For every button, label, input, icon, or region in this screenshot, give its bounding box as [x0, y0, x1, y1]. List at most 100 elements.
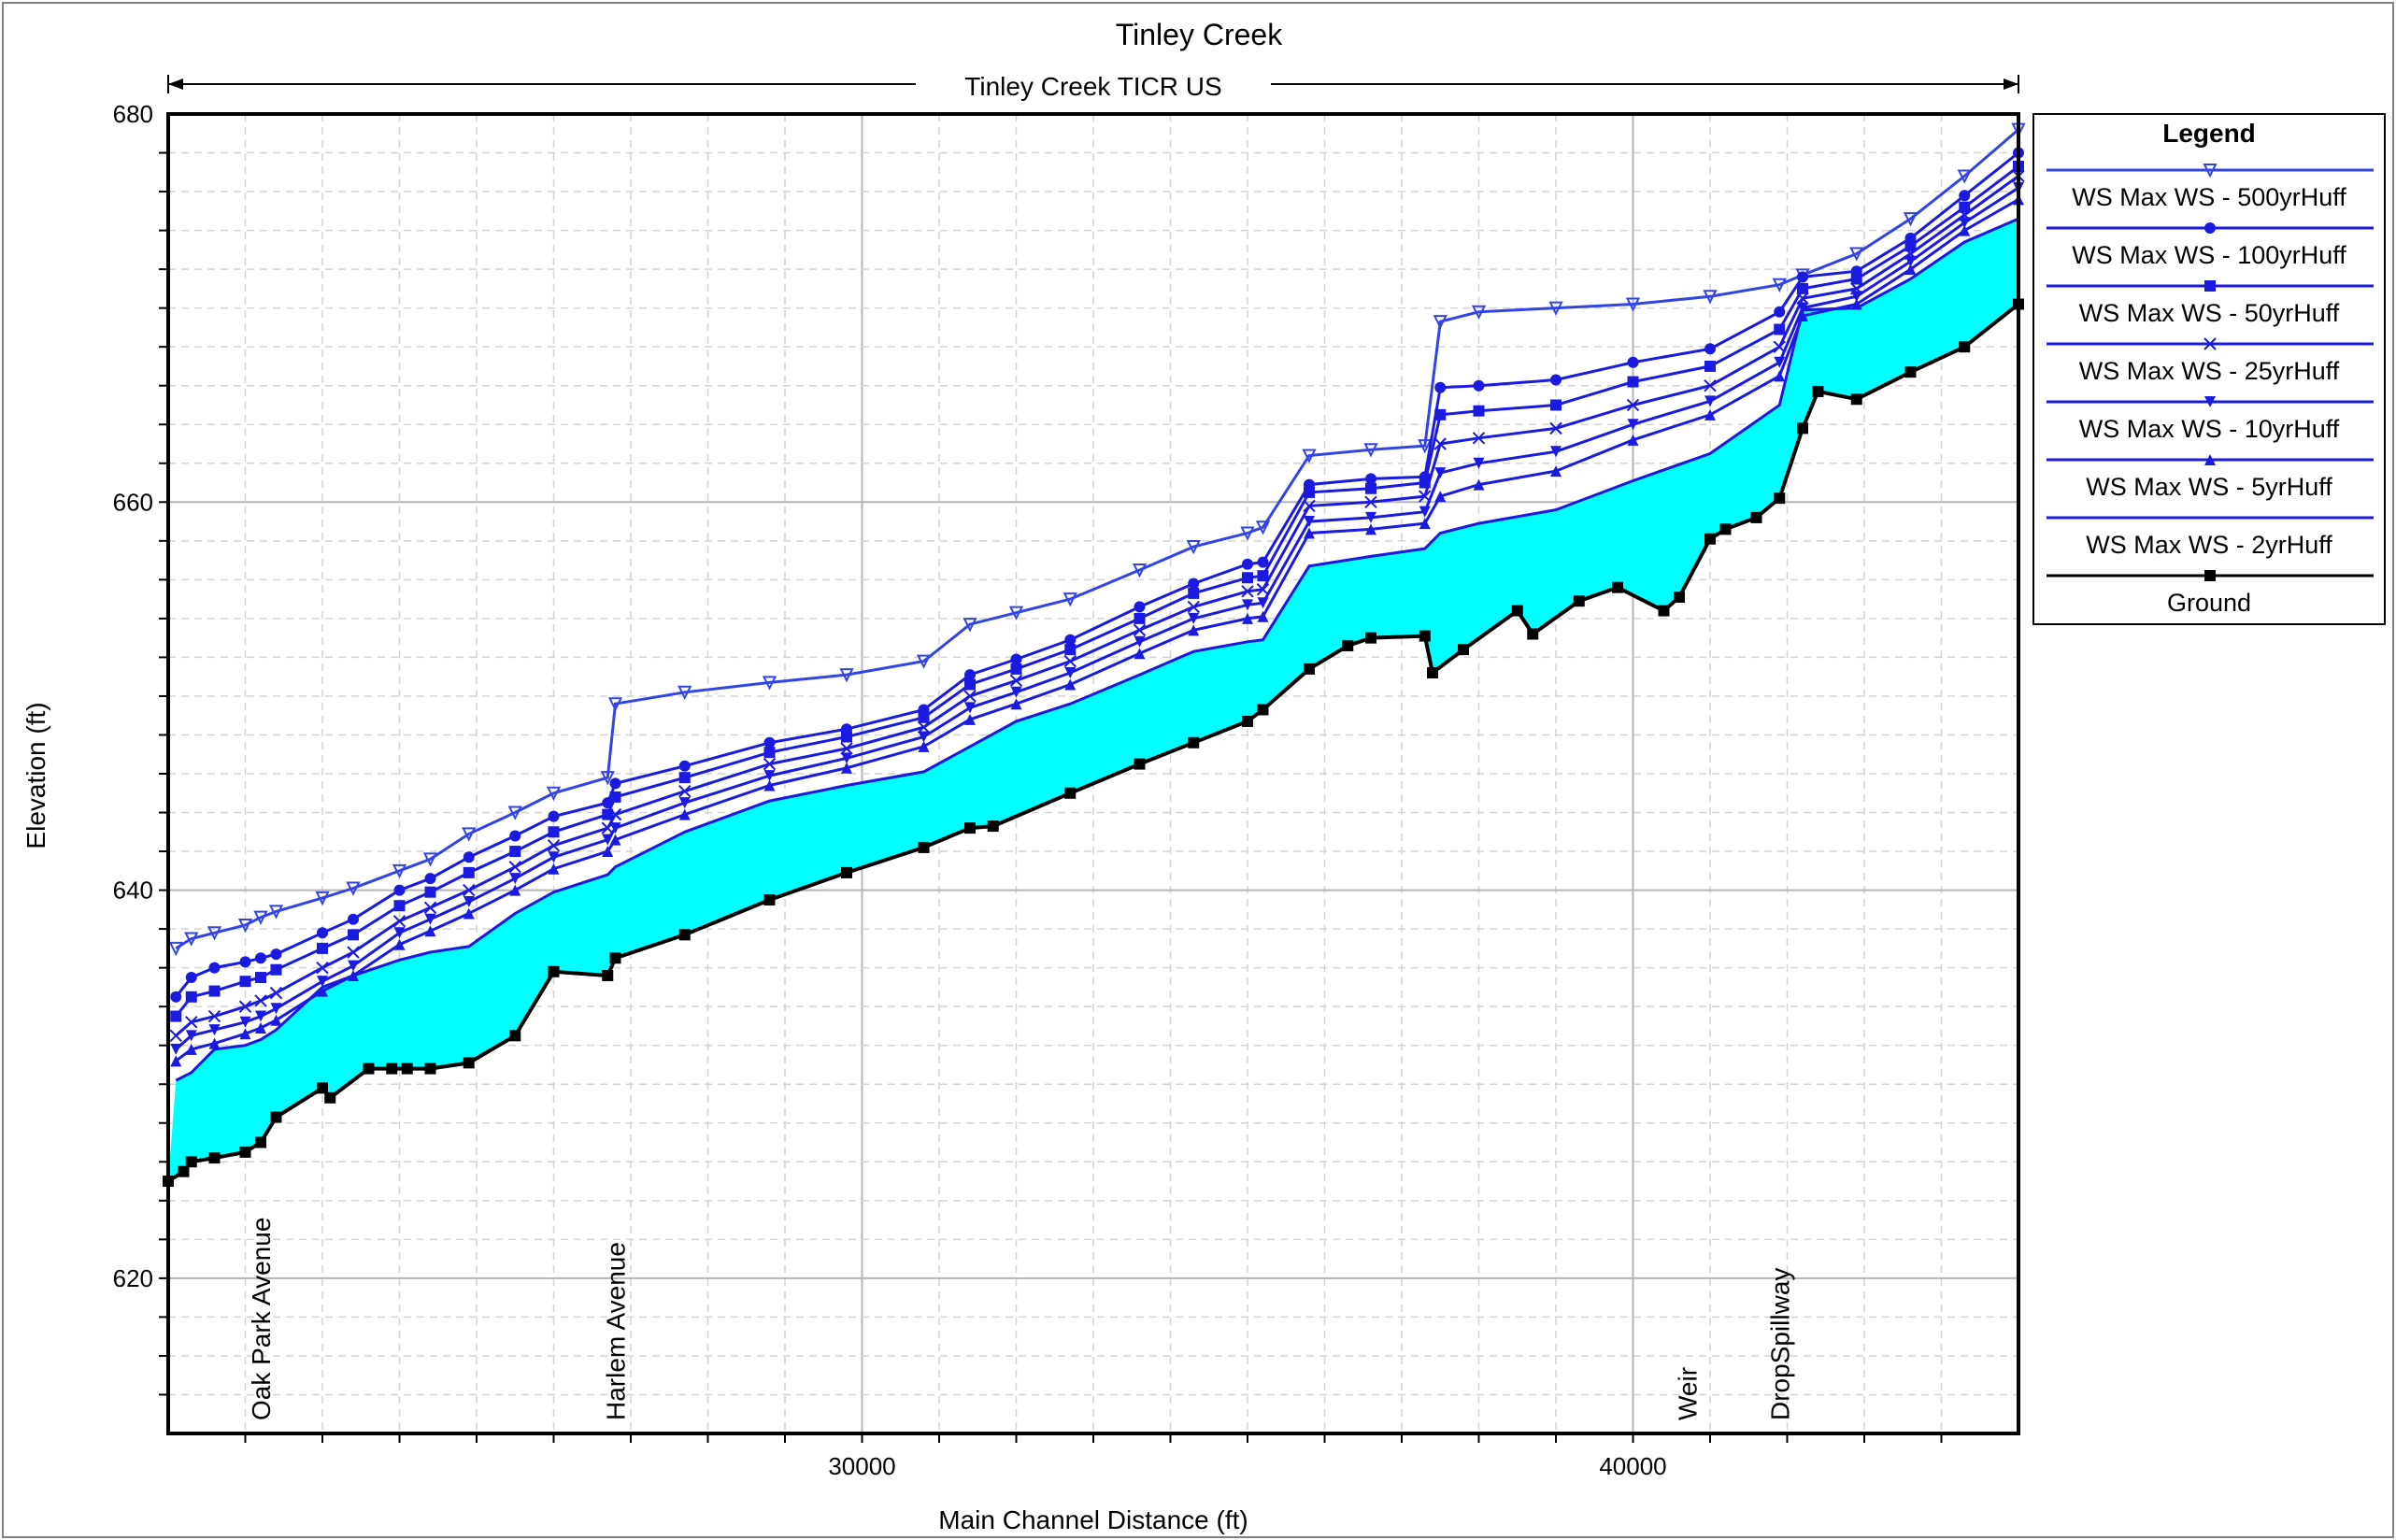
point-marker: [1550, 399, 1562, 411]
point-marker: [508, 860, 521, 874]
point-marker: [839, 668, 854, 683]
point-marker: [317, 927, 328, 939]
point-marker: [1774, 356, 1786, 368]
point-marker: [1188, 624, 1200, 636]
point-marker: [208, 962, 221, 974]
point-marker: [1304, 516, 1315, 528]
point-marker: [918, 711, 930, 723]
point-marker: [1704, 533, 1716, 545]
point-marker: [509, 830, 521, 842]
water-area: [168, 219, 2018, 1182]
point-marker: [678, 760, 691, 772]
point-marker: [1850, 393, 1862, 406]
point-marker: [168, 941, 183, 957]
point-marker: [509, 1030, 521, 1042]
point-marker: [678, 929, 691, 941]
point-marker: [185, 1030, 197, 1042]
point-marker: [315, 891, 330, 906]
point-marker: [1365, 511, 1376, 523]
series-ws-max-ws-25yrhuff: [169, 169, 2025, 1043]
point-marker: [1625, 297, 1641, 312]
point-marker: [609, 791, 621, 803]
point-marker: [270, 948, 282, 961]
point-marker: [1548, 301, 1563, 316]
point-marker: [1010, 686, 1022, 698]
point-marker: [918, 841, 930, 853]
y-tick-label: 660: [113, 488, 153, 516]
point-marker: [1796, 292, 1809, 305]
point-marker: [463, 883, 476, 897]
point-marker: [270, 963, 282, 976]
point-marker: [1472, 432, 1486, 445]
point-marker: [2204, 222, 2216, 234]
series-line: [175, 186, 2019, 1051]
point-marker: [1364, 495, 1377, 509]
structure-label: DropSpillway: [1765, 1268, 1794, 1420]
axis-ticks: 30000 40000 620 640 660 680: [113, 100, 1943, 1480]
point-marker: [463, 866, 475, 878]
point-marker: [1186, 540, 1201, 555]
legend-label: WS Max WS - 50yrHuff: [2079, 299, 2340, 327]
legend-entries: WS Max WS - 500yrHuff WS Max WS - 100yrHu…: [2047, 164, 2374, 617]
point-marker: [184, 932, 199, 947]
point-marker: [1704, 343, 1716, 355]
point-marker: [1064, 787, 1077, 799]
point-marker: [678, 772, 691, 784]
point-marker: [393, 884, 406, 896]
series-line: [175, 164, 2019, 1018]
point-marker: [346, 881, 361, 896]
point-marker: [208, 1037, 221, 1049]
structure-label: Oak Park Avenue: [247, 1218, 276, 1420]
point-marker: [1904, 264, 1917, 276]
point-marker: [1458, 644, 1469, 656]
point-marker: [1134, 635, 1146, 648]
point-marker: [255, 1136, 266, 1148]
point-marker: [208, 1152, 221, 1164]
point-marker: [763, 893, 776, 905]
point-marker: [1242, 599, 1253, 611]
point-marker: [1904, 255, 1917, 267]
point-marker: [348, 960, 359, 972]
point-marker: [763, 747, 776, 759]
point-marker: [602, 808, 614, 820]
structure-label: Weir: [1673, 1367, 1702, 1420]
point-marker: [548, 826, 560, 838]
point-marker: [178, 1165, 190, 1177]
point-marker: [1434, 381, 1447, 393]
point-marker: [1304, 486, 1315, 498]
point-marker: [170, 991, 182, 1003]
point-marker: [1064, 644, 1077, 656]
point-marker: [841, 866, 852, 878]
series-ws-max-ws-2yrhuff: [175, 217, 2019, 1082]
point-marker: [1365, 473, 1376, 485]
point-marker: [1904, 240, 1917, 252]
point-marker: [2204, 570, 2216, 581]
legend-title: Legend: [2162, 119, 2256, 148]
point-marker: [1188, 612, 1200, 624]
point-marker: [317, 1082, 328, 1094]
point-marker: [185, 1043, 197, 1055]
point-marker: [348, 913, 359, 925]
point-marker: [1188, 736, 1200, 749]
point-marker: [1959, 190, 1971, 202]
point-marker: [763, 770, 776, 782]
point-marker: [1257, 704, 1269, 716]
point-marker: [1550, 446, 1562, 458]
point-marker: [208, 1024, 221, 1036]
point-marker: [1704, 408, 1716, 421]
series-ws-max-ws-10yrhuff: [170, 181, 2024, 1055]
legend-box: [2032, 113, 2386, 625]
point-marker: [608, 807, 622, 821]
point-marker: [964, 822, 976, 834]
point-marker: [239, 1146, 251, 1158]
point-marker: [1419, 518, 1431, 530]
point-marker: [1365, 523, 1376, 535]
point-marker: [1257, 570, 1269, 582]
point-marker: [1959, 201, 1971, 213]
point-marker: [1959, 224, 1971, 236]
point-marker: [348, 929, 359, 941]
point-marker: [1304, 527, 1315, 539]
point-marker: [463, 896, 475, 908]
point-marker: [1418, 439, 1433, 454]
point-marker: [1010, 663, 1022, 675]
